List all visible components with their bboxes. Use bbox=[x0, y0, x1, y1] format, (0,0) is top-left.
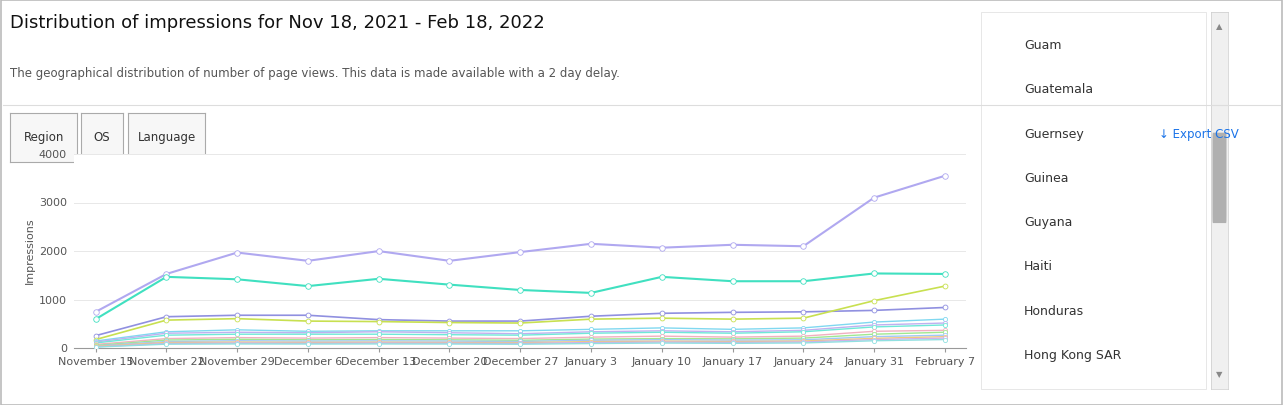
Text: ▲: ▲ bbox=[1216, 21, 1223, 30]
Text: Language: Language bbox=[137, 131, 196, 144]
Text: OS: OS bbox=[94, 131, 110, 144]
Text: Guyana: Guyana bbox=[1024, 216, 1073, 229]
Text: Guinea: Guinea bbox=[1024, 172, 1069, 185]
Text: The geographical distribution of number of page views. This data is made availab: The geographical distribution of number … bbox=[10, 67, 620, 80]
Text: ▼: ▼ bbox=[1216, 371, 1223, 379]
Text: Guernsey: Guernsey bbox=[1024, 128, 1084, 141]
Y-axis label: Impressions: Impressions bbox=[24, 218, 35, 284]
Text: Hong Kong SAR: Hong Kong SAR bbox=[1024, 349, 1121, 362]
Text: Honduras: Honduras bbox=[1024, 305, 1084, 318]
Text: ↓ Export CSV: ↓ Export CSV bbox=[1159, 128, 1238, 141]
Text: Guatemala: Guatemala bbox=[1024, 83, 1093, 96]
Text: Haiti: Haiti bbox=[1024, 260, 1053, 273]
Text: Guam: Guam bbox=[1024, 39, 1061, 52]
FancyBboxPatch shape bbox=[1212, 133, 1227, 223]
Text: Distribution of impressions for Nov 18, 2021 - Feb 18, 2022: Distribution of impressions for Nov 18, … bbox=[10, 14, 545, 32]
Text: Region: Region bbox=[23, 131, 64, 144]
